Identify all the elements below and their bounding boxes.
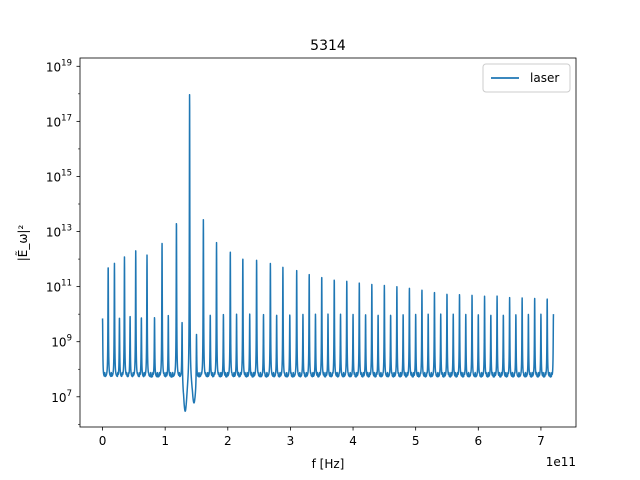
series-line-laser [101,94,555,412]
legend: laser [482,63,571,93]
y-axis-label: |Ẽ_ω|² [15,225,30,262]
x-tick-label: 0 [99,434,107,448]
x-tick-label: 2 [224,434,232,448]
x-axis-offset-text: 1e11 [546,455,576,469]
chart-title: 5314 [310,38,346,54]
x-tick-label: 5 [412,434,420,448]
plot-area [79,57,577,428]
y-tick-label: 1019 [46,58,72,74]
series-layer [101,94,555,412]
x-axis-label: f [Hz] [312,457,345,471]
legend-label-laser: laser [530,71,559,85]
x-tick-label: 1 [161,434,169,448]
y-tick-label: 1015 [46,168,72,184]
x-axis: 0 1 2 3 4 5 6 7 [99,427,545,448]
y-tick-label: 1011 [46,279,72,295]
axes-frame [79,57,577,428]
y-tick-label: 109 [51,334,72,350]
y-axis: 107 109 1011 1013 1015 1017 1019 [46,58,80,425]
y-tick-label: 1013 [46,224,72,240]
y-tick-label: 107 [51,389,72,405]
x-tick-label: 7 [537,434,545,448]
x-tick-label: 6 [474,434,482,448]
legend-box [482,63,571,93]
x-tick-label: 4 [349,434,357,448]
x-tick-label: 3 [287,434,295,448]
y-tick-label: 1017 [46,113,72,129]
